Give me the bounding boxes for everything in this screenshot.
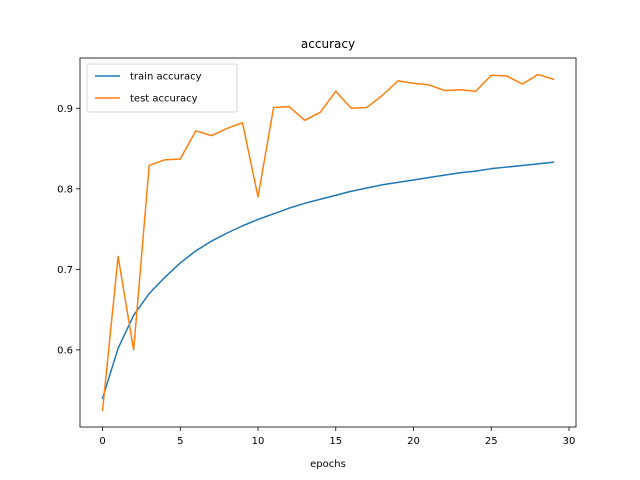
y-tick-label: 0.7 xyxy=(57,265,73,276)
plot-frame xyxy=(79,57,577,428)
plot-layer xyxy=(101,73,555,412)
x-tick-label: 0 xyxy=(99,436,105,447)
legend-box xyxy=(86,63,238,113)
x-tick-label: 15 xyxy=(329,436,342,447)
y-tick-label: 0.6 xyxy=(57,345,73,356)
series-line-train-accuracy xyxy=(101,161,555,400)
x-axis-label: epochs xyxy=(310,459,346,470)
x-tick-label: 5 xyxy=(177,436,183,447)
x-tick-label: 30 xyxy=(563,436,576,447)
x-tick-label: 20 xyxy=(407,436,420,447)
y-tick-label: 0.8 xyxy=(57,184,73,195)
legend-label-test-accuracy: test accuracy xyxy=(130,94,198,105)
chart-title: accuracy xyxy=(301,37,355,51)
x-tick-label: 25 xyxy=(485,436,498,447)
y-tick-label: 0.9 xyxy=(57,104,73,115)
series-line-test-accuracy xyxy=(101,73,555,412)
tick-layer: 0 5 10 15 20 25 30 0.6 0.7 0.8 0.9 xyxy=(57,104,575,447)
axes-layer xyxy=(79,57,577,428)
legend: train accuracy test accuracy xyxy=(86,63,238,113)
legend-label-train-accuracy: train accuracy xyxy=(130,72,202,83)
x-tick-label: 10 xyxy=(252,436,265,447)
